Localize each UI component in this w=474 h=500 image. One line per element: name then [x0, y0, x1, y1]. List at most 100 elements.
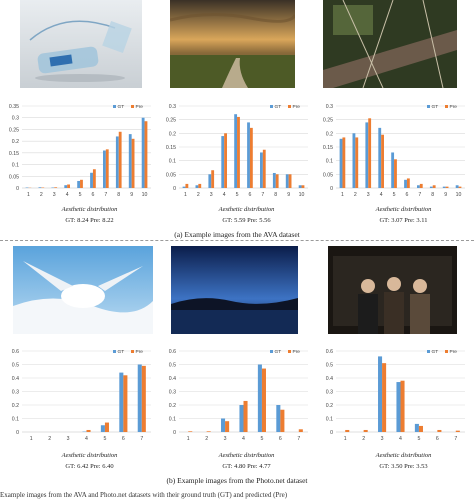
bar-pre	[80, 179, 83, 188]
section-a-caption: (a) Example images from the AVA dataset	[0, 230, 474, 239]
legend-swatch-gt	[427, 350, 430, 353]
x-tick-label: 9	[287, 192, 290, 198]
bar-gt	[396, 382, 401, 432]
x-tick-label: 4	[66, 192, 69, 198]
bar-gt	[272, 172, 276, 188]
bar-gt	[208, 174, 212, 188]
ava-photo-forest-log	[323, 0, 457, 88]
bar-pre	[141, 365, 146, 432]
y-tick-label: 0.35	[9, 104, 19, 110]
legend-swatch-pre	[445, 105, 448, 108]
y-tick-label: 0.05	[166, 172, 176, 178]
bar-pre	[394, 159, 397, 188]
y-tick-label: 0.1	[169, 159, 176, 165]
bar-pre	[243, 400, 248, 432]
x-tick-label: 10	[299, 192, 305, 198]
y-tick-label: 0.15	[166, 145, 176, 151]
bar-pre	[198, 183, 202, 188]
bar-gt	[38, 187, 42, 188]
bar-pre	[400, 380, 405, 432]
photonet-photo-group	[328, 246, 457, 334]
y-tick-label: 0.6	[326, 349, 333, 355]
bar-pre	[368, 118, 372, 188]
bar-pre	[224, 133, 227, 188]
ava-chart-3-xlabel: Aesthetic distribution	[375, 206, 432, 213]
ava-chart-2-score: GT: 5.59 Pre: 5.56	[222, 217, 271, 224]
bar-pre	[363, 429, 368, 432]
bar-pre	[437, 429, 442, 432]
y-tick-label: 0.6	[169, 349, 176, 355]
ava-chart-1: 0 0.05 0.1 0.15 0.2 0.25 0.3 0.35 1 2 3 4 5 6 7 8 9 10 GT P…	[0, 98, 157, 202]
x-tick-label: 4	[85, 436, 88, 442]
bar-pre	[54, 187, 58, 188]
bar-gt	[182, 186, 186, 188]
bar-gt	[247, 122, 250, 188]
x-tick-label: 4	[380, 192, 383, 198]
y-tick-label: 0.3	[12, 390, 19, 396]
legend-label-gt: GT	[432, 349, 439, 355]
y-tick-label: 0.2	[12, 139, 19, 145]
bar-pre	[225, 421, 230, 432]
y-tick-label: 0.05	[9, 174, 19, 180]
y-tick-label: 0	[16, 430, 19, 436]
legend-swatch-gt	[427, 105, 430, 108]
photonet-chart-2: 0 0.1 0.2 0.3 0.4 0.5 0.6 1 2 3 4 5 6 7 GT Pre	[157, 343, 314, 446]
x-tick-label: 5	[393, 192, 396, 198]
bar-pre	[105, 149, 109, 188]
bar-gt	[195, 185, 199, 188]
bar-pre	[237, 116, 240, 188]
x-tick-label: 5	[417, 436, 420, 442]
ava-chart-3: 0 0.05 0.1 0.15 0.2 0.25 0.3 1 2 3 4 5 6 7 8 9 10 GT Pre	[314, 98, 471, 202]
photonet-chart-3-xlabel: Aesthetic distribution	[375, 452, 432, 459]
x-tick-label: 9	[444, 192, 447, 198]
legend-swatch-pre	[131, 105, 134, 108]
legend-label-gt: GT	[432, 104, 439, 110]
x-tick-label: 7	[140, 436, 143, 442]
y-tick-label: 0.1	[12, 163, 19, 169]
x-tick-label: 1	[30, 436, 33, 442]
ava-photo-water-bottle	[20, 0, 142, 88]
bar-gt	[404, 179, 407, 188]
x-tick-label: 5	[79, 192, 82, 198]
y-tick-label: 0.3	[12, 116, 19, 122]
bar-gt	[100, 425, 105, 432]
x-tick-label: 4	[242, 436, 245, 442]
y-tick-label: 0.1	[169, 417, 176, 423]
legend-label-pre: Pre	[136, 349, 144, 355]
bar-gt	[239, 405, 244, 432]
y-tick-label: 0.4	[12, 376, 19, 382]
legend-label-gt: GT	[118, 104, 125, 110]
x-tick-label: 8	[274, 192, 277, 198]
bar-pre	[455, 430, 460, 432]
bar-gt	[391, 152, 395, 188]
x-tick-label: 3	[210, 192, 213, 198]
bar-gt	[128, 134, 132, 188]
bar-pre	[262, 149, 266, 188]
y-tick-label: 0	[330, 186, 333, 192]
section-a-caption-label: (a)	[174, 230, 183, 239]
photonet-chart-1-score: GT: 6.42 Pre: 6.40	[65, 463, 114, 470]
y-tick-label: 0	[330, 430, 333, 436]
bar-gt	[414, 423, 419, 432]
x-tick-label: 3	[67, 436, 70, 442]
bar-pre	[92, 169, 96, 188]
bar-gt	[352, 133, 356, 188]
x-tick-label: 1	[344, 436, 347, 442]
ava-chart-2: 0 0.05 0.1 0.15 0.2 0.25 0.3 1 2 3 4 5 6 7 8 9 10 GT Pre	[157, 98, 314, 202]
y-tick-label: 0.2	[169, 131, 176, 137]
bar-gt	[137, 364, 142, 432]
legend-swatch-gt	[113, 105, 116, 108]
bar-gt	[298, 185, 302, 188]
x-tick-label: 6	[406, 192, 409, 198]
bar-gt	[103, 150, 106, 188]
legend-label-gt: GT	[118, 349, 125, 355]
x-tick-label: 6	[249, 192, 252, 198]
bar-pre	[86, 429, 91, 432]
y-tick-label: 0.4	[169, 376, 176, 382]
photonet-chart-3: 0 0.1 0.2 0.3 0.4 0.5 0.6 1 2 3 4 5 6 7 GT Pre	[314, 343, 471, 446]
legend-label-pre: Pre	[293, 104, 301, 110]
bar-gt	[455, 185, 459, 188]
bar-pre	[342, 137, 346, 188]
y-tick-label: 0.3	[326, 104, 333, 110]
bar-pre	[381, 134, 384, 188]
